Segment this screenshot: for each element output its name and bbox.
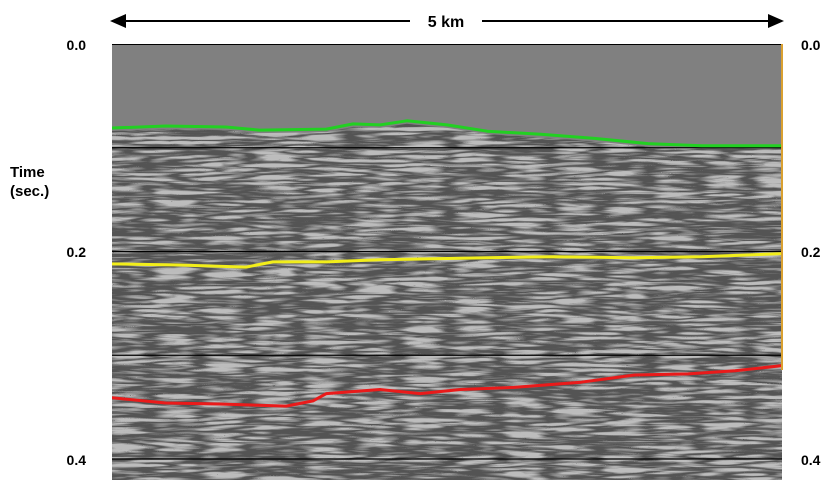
timing-lines	[112, 44, 782, 460]
horizon-middle	[112, 252, 782, 269]
left-arrowhead-icon	[110, 14, 126, 28]
horizon-seafloor	[112, 119, 782, 148]
scale-bar-label: 5 km	[428, 14, 464, 31]
scale-bar: 5 km	[110, 14, 784, 31]
left-axis: 0.0 0.2 0.4 Time (sec.)	[10, 37, 86, 468]
left-tick-label: 0.2	[67, 244, 87, 260]
left-tick-label: 0.4	[67, 452, 87, 468]
water-column	[112, 44, 782, 149]
right-tick-label: 0.4	[801, 452, 821, 468]
horizons	[112, 119, 782, 408]
right-tick-label: 0.2	[801, 244, 821, 260]
seismic-panel	[112, 44, 782, 480]
right-axis: 0.0 0.2 0.4	[801, 37, 821, 468]
left-tick-label: 0.0	[67, 37, 87, 53]
horizon-deep	[112, 364, 782, 408]
right-arrowhead-icon	[768, 14, 784, 28]
axis-title-time: Time	[10, 164, 45, 181]
axis-title-units: (sec.)	[10, 183, 49, 200]
right-tick-label: 0.0	[801, 37, 821, 53]
